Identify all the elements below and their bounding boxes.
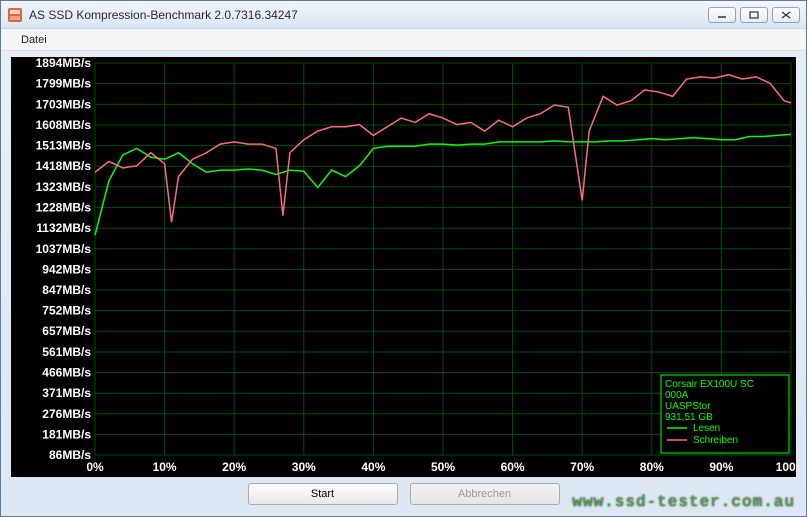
svg-text:10%: 10% (153, 460, 177, 474)
start-button[interactable]: Start (248, 483, 398, 505)
svg-text:1799MB/s: 1799MB/s (36, 77, 92, 91)
button-row: Start Abbrechen (11, 483, 796, 505)
svg-text:1323MB/s: 1323MB/s (36, 180, 92, 194)
window-title: AS SSD Kompression-Benchmark 2.0.7316.34… (29, 8, 708, 22)
svg-text:90%: 90% (709, 460, 733, 474)
svg-text:80%: 80% (640, 460, 664, 474)
svg-text:561MB/s: 561MB/s (42, 345, 91, 359)
svg-text:752MB/s: 752MB/s (42, 304, 91, 318)
svg-text:1703MB/s: 1703MB/s (36, 97, 92, 111)
maximize-icon (749, 11, 759, 19)
svg-text:70%: 70% (570, 460, 594, 474)
svg-text:371MB/s: 371MB/s (42, 386, 91, 400)
svg-text:50%: 50% (431, 460, 455, 474)
svg-text:1418MB/s: 1418MB/s (36, 159, 92, 173)
svg-text:942MB/s: 942MB/s (42, 262, 91, 276)
window-controls (708, 7, 800, 23)
close-icon (781, 11, 791, 19)
close-button[interactable] (772, 7, 800, 23)
minimize-icon (717, 11, 727, 19)
svg-text:60%: 60% (501, 460, 525, 474)
svg-text:931,51 GB: 931,51 GB (665, 412, 713, 423)
svg-text:1608MB/s: 1608MB/s (36, 118, 92, 132)
svg-text:20%: 20% (222, 460, 246, 474)
svg-text:000A: 000A (665, 390, 689, 401)
maximize-button[interactable] (740, 7, 768, 23)
svg-text:Schreiben: Schreiben (693, 435, 738, 446)
svg-text:1228MB/s: 1228MB/s (36, 200, 92, 214)
app-window: AS SSD Kompression-Benchmark 2.0.7316.34… (0, 0, 807, 517)
chart-svg: 86MB/s 181MB/s 276MB/s 371MB/s 466MB/s 561MB/… (11, 57, 796, 477)
svg-text:Corsair EX100U SC: Corsair EX100U SC (665, 379, 754, 390)
svg-text:UASPStor: UASPStor (665, 401, 711, 412)
compression-chart: 86MB/s 181MB/s 276MB/s 371MB/s 466MB/s 561MB/… (11, 57, 796, 477)
svg-text:181MB/s: 181MB/s (42, 427, 91, 441)
svg-text:1894MB/s: 1894MB/s (36, 57, 92, 70)
cancel-button: Abbrechen (410, 483, 560, 505)
svg-text:847MB/s: 847MB/s (42, 283, 91, 297)
svg-text:0%: 0% (86, 460, 104, 474)
svg-text:276MB/s: 276MB/s (42, 407, 91, 421)
minimize-button[interactable] (708, 7, 736, 23)
titlebar: AS SSD Kompression-Benchmark 2.0.7316.34… (1, 1, 806, 29)
svg-text:Lesen: Lesen (693, 423, 720, 434)
svg-text:40%: 40% (361, 460, 385, 474)
svg-text:1037MB/s: 1037MB/s (36, 242, 92, 256)
svg-text:30%: 30% (292, 460, 316, 474)
content-area: 86MB/s 181MB/s 276MB/s 371MB/s 466MB/s 561MB/… (1, 51, 806, 509)
svg-text:466MB/s: 466MB/s (42, 366, 91, 380)
menu-file[interactable]: Datei (13, 32, 55, 48)
svg-text:657MB/s: 657MB/s (42, 324, 91, 338)
svg-text:100%: 100% (776, 460, 796, 474)
svg-text:86MB/s: 86MB/s (49, 448, 91, 462)
svg-text:1513MB/s: 1513MB/s (36, 139, 92, 153)
svg-text:1132MB/s: 1132MB/s (36, 221, 91, 235)
menubar: Datei (1, 29, 806, 51)
app-icon (7, 7, 23, 23)
